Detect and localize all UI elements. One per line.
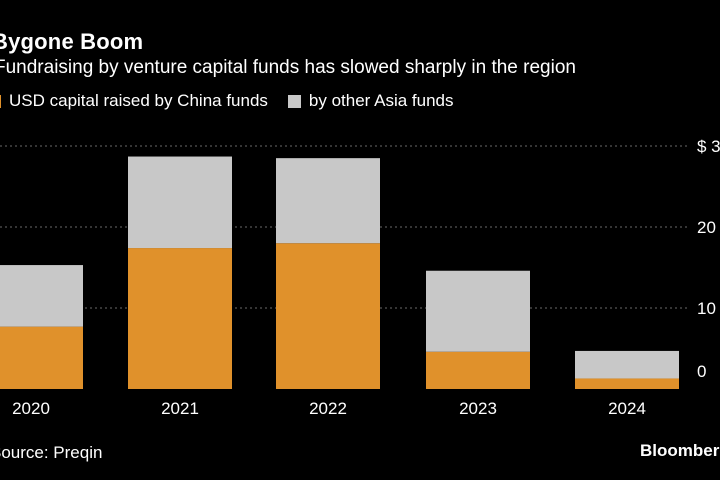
y-tick-label-10: 10 [697, 299, 716, 318]
x-tick-label-2021: 2021 [161, 399, 199, 418]
chart-title: Bygone Boom [0, 29, 144, 54]
source-note: Source: Preqin [0, 443, 103, 462]
legend-label-china: USD capital raised by China funds [9, 91, 268, 110]
bar-china-2022 [276, 243, 380, 389]
bar-china-2020 [0, 326, 83, 389]
x-tick-label-2024: 2024 [608, 399, 646, 418]
label-layer: 0 10 20 $ 30B 2020 2021 2022 2023 2024 [12, 137, 720, 418]
bar-layer [0, 156, 679, 389]
brand-logo-text: Bloomberg [640, 441, 720, 460]
legend-swatch-china [0, 94, 1, 108]
bar-other-2023 [426, 270, 530, 352]
y-tick-label-20: 20 [697, 218, 716, 237]
bar-china-2023 [426, 351, 530, 389]
bar-other-2024 [575, 350, 679, 379]
bar-china-2024 [575, 378, 679, 389]
legend: USD capital raised by China funds by oth… [0, 91, 474, 111]
bar-china-2021 [128, 248, 232, 389]
legend-item-china: USD capital raised by China funds [0, 91, 268, 111]
legend-label-other: by other Asia funds [308, 91, 454, 110]
x-tick-label-2020: 2020 [12, 399, 50, 418]
bar-other-2021 [128, 156, 232, 249]
y-tick-label-30: $ 30B [697, 137, 720, 156]
legend-item-other: by other Asia funds [287, 91, 454, 111]
x-tick-label-2023: 2023 [459, 399, 497, 418]
y-tick-label-0: 0 [697, 362, 706, 381]
chart-subtitle: Fundraising by venture capital funds has… [0, 57, 576, 78]
bar-other-2020 [0, 265, 83, 327]
x-tick-label-2022: 2022 [309, 399, 347, 418]
bar-other-2022 [276, 158, 380, 244]
legend-swatch-other [287, 94, 301, 108]
